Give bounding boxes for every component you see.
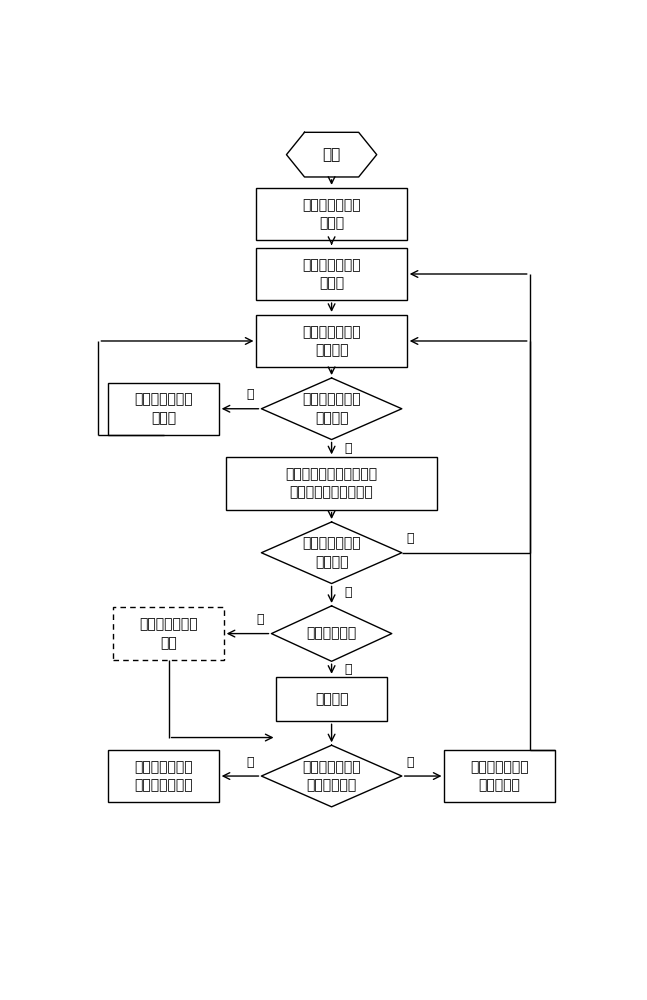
Text: 是: 是 (344, 442, 351, 455)
Text: 否: 否 (247, 388, 254, 401)
Text: 启动: 启动 (322, 147, 341, 162)
Text: 自动调整下一测
量点温度值: 自动调整下一测 量点温度值 (470, 760, 529, 792)
Text: 否: 否 (407, 532, 414, 545)
FancyBboxPatch shape (444, 750, 554, 802)
FancyBboxPatch shape (256, 315, 407, 367)
FancyBboxPatch shape (256, 248, 407, 300)
Text: 是: 是 (256, 613, 264, 626)
Polygon shape (272, 606, 392, 661)
Text: 调节高低温试验
箱温度: 调节高低温试验 箱温度 (135, 393, 193, 425)
Polygon shape (261, 378, 402, 440)
Text: 是否完成全部温
度测量点试验: 是否完成全部温 度测量点试验 (302, 760, 361, 792)
Polygon shape (261, 522, 402, 584)
FancyBboxPatch shape (226, 457, 437, 510)
Text: 是: 是 (247, 756, 254, 769)
FancyBboxPatch shape (113, 607, 224, 660)
Text: 记录数值: 记录数值 (315, 692, 348, 706)
FancyBboxPatch shape (256, 188, 407, 240)
FancyBboxPatch shape (109, 750, 219, 802)
Text: 调节系统电流到
设定值: 调节系统电流到 设定值 (302, 198, 361, 230)
Text: 读取高低温试验
箱温度值: 读取高低温试验 箱温度值 (302, 325, 361, 357)
Text: 生成报告，关闭
高低温箱，退出: 生成报告，关闭 高低温箱，退出 (135, 760, 193, 792)
Text: 发出报警信号并
记录: 发出报警信号并 记录 (139, 617, 198, 650)
FancyBboxPatch shape (109, 383, 219, 435)
Text: 否: 否 (407, 756, 414, 769)
Polygon shape (287, 132, 377, 177)
FancyBboxPatch shape (276, 677, 387, 721)
Text: 从电子式互感器校验仪读
取电流值及误差并记录: 从电子式互感器校验仪读 取电流值及误差并记录 (285, 467, 378, 500)
Polygon shape (261, 745, 402, 807)
Text: 是: 是 (344, 586, 351, 599)
Text: 误差是否超限: 误差是否超限 (307, 627, 356, 641)
Text: 当前温度是否为
测量点值: 当前温度是否为 测量点值 (302, 537, 361, 569)
Text: 远程启动高低温
试验箱: 远程启动高低温 试验箱 (302, 258, 361, 290)
Text: 温度是否按设定
曲线运行: 温度是否按设定 曲线运行 (302, 393, 361, 425)
Text: 否: 否 (344, 663, 351, 676)
